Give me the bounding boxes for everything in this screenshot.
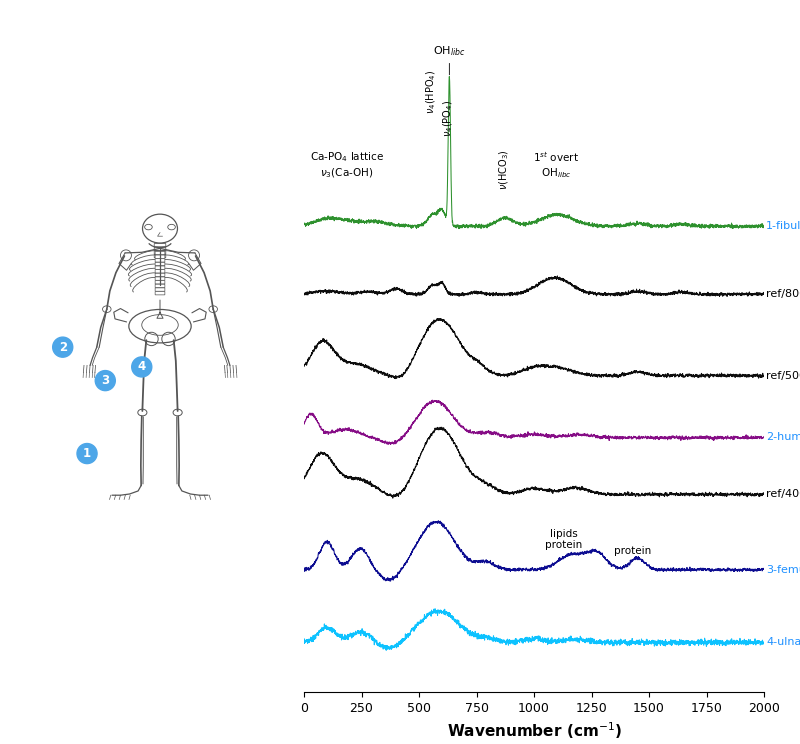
Text: 3-femur: 3-femur xyxy=(766,565,800,575)
FancyBboxPatch shape xyxy=(155,273,165,277)
Text: 4-ulna: 4-ulna xyxy=(766,638,800,647)
Text: Ca-PO$_4$ lattice
$\nu_3$(Ca-OH): Ca-PO$_4$ lattice $\nu_3$(Ca-OH) xyxy=(310,150,383,180)
FancyBboxPatch shape xyxy=(155,292,165,295)
FancyBboxPatch shape xyxy=(155,280,165,284)
Text: 2-humerus: 2-humerus xyxy=(766,432,800,443)
FancyBboxPatch shape xyxy=(155,266,165,269)
FancyBboxPatch shape xyxy=(155,277,165,280)
Text: ref/500 °C: ref/500 °C xyxy=(766,371,800,381)
Circle shape xyxy=(53,337,73,357)
Text: OH$_{libc}$: OH$_{libc}$ xyxy=(433,44,466,75)
Text: ref/400 °C: ref/400 °C xyxy=(766,490,800,499)
Text: ref/800 °C: ref/800 °C xyxy=(766,289,800,299)
Text: $\nu_4$(PO$_4$): $\nu_4$(PO$_4$) xyxy=(442,100,455,137)
Circle shape xyxy=(95,371,115,391)
FancyBboxPatch shape xyxy=(155,263,165,266)
Circle shape xyxy=(77,443,97,464)
FancyBboxPatch shape xyxy=(155,269,165,273)
FancyBboxPatch shape xyxy=(155,255,165,258)
Text: protein: protein xyxy=(614,545,651,556)
FancyBboxPatch shape xyxy=(155,259,165,262)
Text: 2: 2 xyxy=(58,341,66,353)
Text: lipids
protein: lipids protein xyxy=(546,528,582,550)
Text: $\nu$(HCO$_3$): $\nu$(HCO$_3$) xyxy=(498,150,511,190)
Text: 1-fibula: 1-fibula xyxy=(766,221,800,231)
X-axis label: Wavenumber (cm$^{-1}$): Wavenumber (cm$^{-1}$) xyxy=(446,720,622,741)
Text: 3: 3 xyxy=(102,374,110,387)
Text: 4: 4 xyxy=(138,360,146,373)
Text: $\nu_4$(HPO$_4$): $\nu_4$(HPO$_4$) xyxy=(425,69,438,114)
FancyBboxPatch shape xyxy=(155,284,165,288)
FancyBboxPatch shape xyxy=(155,251,165,254)
Circle shape xyxy=(132,357,152,377)
FancyBboxPatch shape xyxy=(155,288,165,291)
Text: 1: 1 xyxy=(83,447,91,460)
Text: 1$^{st}$ overt
OH$_{libc}$: 1$^{st}$ overt OH$_{libc}$ xyxy=(533,150,579,180)
